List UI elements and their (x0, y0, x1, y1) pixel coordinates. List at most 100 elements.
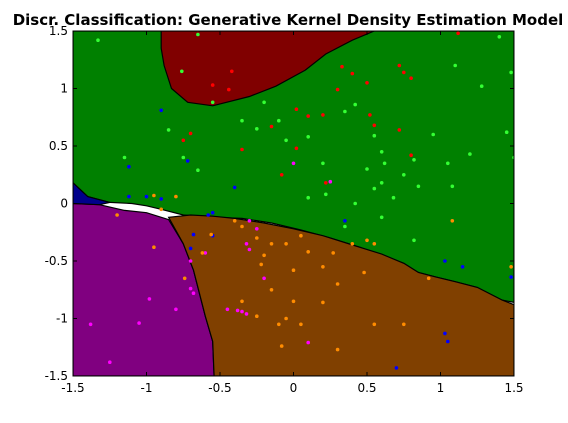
point-s1-42 (450, 184, 455, 189)
point-s0-18 (397, 128, 402, 132)
point-s0-22 (279, 173, 284, 177)
point-s0-25 (456, 31, 460, 36)
point-s2-3 (144, 194, 149, 199)
point-s4-8 (232, 219, 237, 223)
point-s4-2 (152, 193, 156, 198)
x-tick-label: 0.5 (357, 381, 376, 395)
point-s1-35 (324, 192, 328, 197)
point-s4-5 (182, 276, 187, 281)
point-s4-21 (365, 238, 369, 243)
point-s4-39 (269, 288, 274, 292)
point-s0-4 (188, 131, 193, 136)
point-s2-9 (210, 210, 215, 215)
point-s2-1 (127, 164, 131, 169)
point-s2-5 (159, 197, 163, 201)
x-tick-label: 1.5 (504, 381, 523, 395)
point-s1-11 (254, 127, 259, 131)
point-s1-7 (210, 100, 215, 105)
point-s4-38 (509, 265, 513, 269)
point-s1-30 (468, 152, 472, 156)
point-s3-4 (174, 307, 178, 312)
point-s0-8 (294, 107, 299, 111)
point-s1-40 (306, 195, 311, 200)
point-s4-7 (209, 232, 213, 237)
point-s2-0 (159, 108, 163, 113)
point-s1-13 (306, 135, 311, 139)
point-s1-4 (196, 168, 200, 172)
point-s1-1 (122, 155, 127, 160)
point-s1-16 (353, 102, 358, 107)
point-s3-13 (247, 247, 252, 252)
point-s1-38 (379, 215, 384, 220)
point-s4-32 (279, 344, 284, 348)
point-s0-14 (372, 123, 377, 128)
point-s3-14 (247, 219, 252, 223)
point-s4-18 (331, 251, 336, 255)
point-s0-2 (227, 87, 231, 92)
point-s1-27 (479, 84, 484, 88)
point-s1-18 (379, 150, 384, 154)
y-tick-label: 1 (60, 82, 68, 96)
x-tick-label: -1 (141, 381, 153, 395)
point-s1-12 (284, 138, 288, 143)
point-s4-35 (402, 322, 406, 327)
point-s1-28 (497, 35, 502, 39)
point-s1-10 (277, 118, 281, 123)
point-s4-16 (291, 268, 296, 273)
point-s3-20 (306, 340, 311, 345)
point-s3-9 (225, 307, 230, 312)
point-s1-26 (453, 63, 458, 68)
point-s1-25 (431, 132, 436, 137)
point-s1-36 (343, 224, 347, 229)
point-s1-8 (240, 118, 244, 123)
x-tick-label: 0 (290, 381, 298, 395)
point-s2-8 (206, 213, 210, 217)
point-s4-4 (174, 194, 178, 199)
region-dark-red (160, 31, 375, 107)
plot-area (73, 31, 514, 376)
point-s4-28 (254, 314, 259, 319)
point-s4-0 (115, 213, 119, 217)
point-s4-36 (426, 276, 431, 281)
point-s2-10 (232, 185, 237, 190)
point-s0-20 (340, 64, 344, 69)
point-s1-31 (504, 130, 509, 134)
point-s0-21 (350, 71, 355, 76)
decision-regions (73, 31, 514, 376)
point-s4-15 (306, 250, 311, 254)
point-s2-15 (509, 275, 513, 279)
y-tick-label: 1.5 (49, 24, 68, 38)
point-s1-22 (379, 181, 384, 185)
point-s0-5 (181, 138, 186, 143)
y-tick-label: -1.5 (45, 369, 68, 383)
point-s3-5 (188, 286, 193, 291)
point-s2-2 (127, 194, 131, 199)
y-tick-label: -1 (56, 312, 68, 326)
point-s1-41 (412, 238, 416, 243)
point-s1-23 (402, 173, 406, 177)
region-brown (167, 214, 514, 376)
point-s2-11 (188, 246, 193, 251)
point-s2-12 (343, 219, 347, 223)
point-s4-14 (299, 233, 303, 238)
point-s4-12 (262, 253, 266, 258)
point-s2-18 (394, 366, 399, 370)
point-s0-10 (321, 113, 325, 117)
point-s3-16 (262, 276, 266, 281)
point-s0-17 (409, 76, 413, 80)
point-s0-6 (240, 147, 244, 152)
point-s3-1 (108, 360, 112, 365)
point-s4-27 (284, 316, 288, 321)
point-s1-3 (181, 155, 186, 160)
point-s0-12 (365, 81, 369, 85)
point-s1-14 (321, 161, 325, 166)
y-tick-label: 0 (60, 197, 68, 211)
point-s4-22 (372, 242, 377, 246)
point-s1-5 (180, 69, 184, 74)
point-s0-19 (409, 153, 413, 157)
point-s1-39 (391, 195, 396, 200)
point-s4-11 (269, 242, 274, 246)
point-s3-19 (244, 312, 249, 316)
point-s4-24 (291, 299, 296, 304)
point-s4-30 (240, 299, 244, 304)
